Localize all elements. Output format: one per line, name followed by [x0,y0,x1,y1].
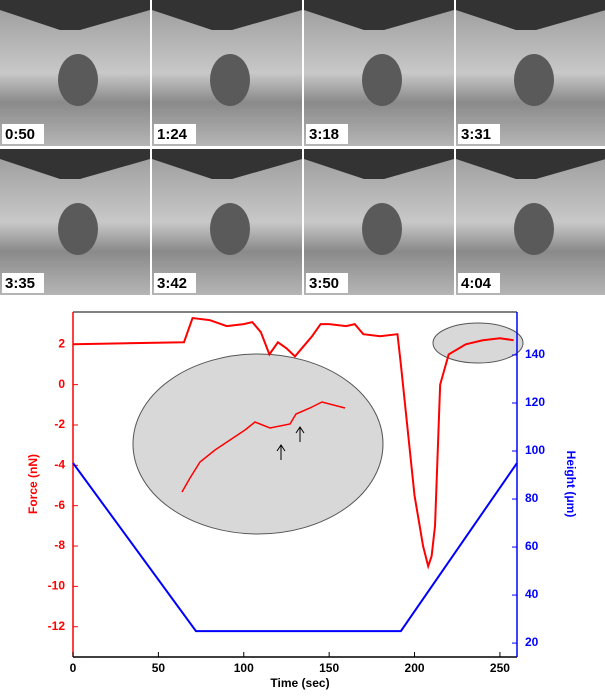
cell [514,54,554,106]
time-label-bg [154,273,196,293]
y-tick-label: -4 [54,458,65,472]
y2-tick-label: 120 [525,395,545,409]
y2-tick-label: 40 [525,587,539,601]
y-axis-label: Force (nN) [26,454,40,514]
x-tick-label: 250 [490,661,510,675]
time-label: 3:31 [461,126,491,143]
y-tick-label: -2 [54,417,65,431]
time-label-bg [2,273,44,293]
y-tick-label: -10 [48,579,66,593]
time-label: 4:04 [461,275,492,292]
x-tick-label: 150 [319,661,339,675]
cell [58,203,98,255]
series-line [72,316,514,570]
time-label: 3:50 [309,275,339,292]
x-tick-label: 200 [405,661,425,675]
cell [210,54,250,106]
cell [514,203,554,255]
time-label: 3:35 [5,275,35,292]
time-label: 0:50 [5,126,35,143]
time-label: 3:18 [309,126,339,143]
needle [0,149,150,179]
needle [456,0,605,30]
x-axis-label: Time (sec) [270,676,329,690]
needle [0,0,150,30]
x-tick-label: 100 [234,661,254,675]
time-label-bg [154,124,196,144]
y-tick-label: 2 [58,336,65,350]
x-tick-label: 0 [70,661,77,675]
cell [362,203,402,255]
needle [456,149,605,179]
series-line [72,462,518,633]
needle [304,149,454,179]
y-tick-label: -12 [48,619,66,633]
time-label-bg [458,124,500,144]
time-label-bg [2,124,44,144]
cell [362,54,402,106]
y-tick-label: -8 [54,538,65,552]
needle [304,0,454,30]
inset-ellipse [132,353,384,535]
needle [152,149,302,179]
inset-trace [181,401,346,493]
cell [210,203,250,255]
y-tick-label: 0 [58,377,65,391]
cell [58,54,98,106]
y2-tick-label: 100 [525,443,545,457]
highlight-ellipse [432,322,524,364]
y2-tick-label: 60 [525,539,539,553]
y-tick-label: -6 [54,498,65,512]
inset-arrows [276,426,305,460]
y2-tick-label: 20 [525,635,539,649]
time-label-bg [306,124,348,144]
time-label: 3:42 [157,275,187,292]
x-tick-label: 50 [152,661,166,675]
y2-tick-label: 80 [525,491,539,505]
time-label-bg [458,273,500,293]
time-label: 1:24 [157,126,188,143]
needle [152,0,302,30]
image-panels: 0:50 1:24 3:18 3:31 3:35 3:42 3:50 4:04 [0,0,605,295]
y2-tick-label: 140 [525,347,545,361]
y2-axis-label: Height (μm) [564,451,578,518]
time-label-bg [306,273,348,293]
